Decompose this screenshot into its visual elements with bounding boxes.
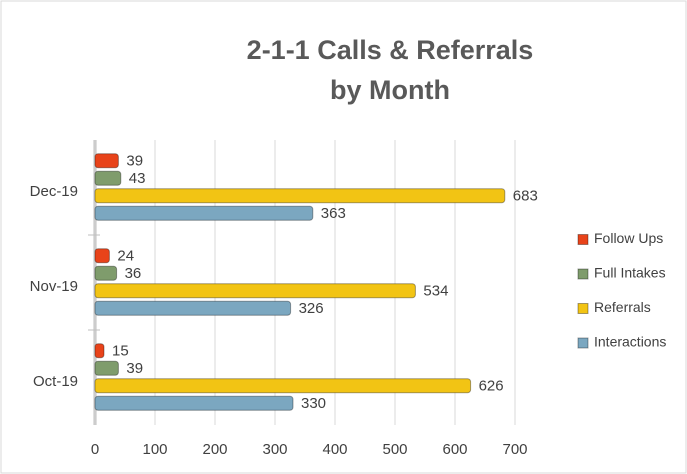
x-tick-label: 700	[502, 441, 527, 458]
value-label: 43	[129, 170, 146, 187]
legend-label: Interactions	[594, 334, 666, 350]
bar	[94, 300, 292, 316]
x-tick-label: 600	[442, 441, 467, 458]
bar	[94, 188, 506, 204]
x-tick-label: 400	[322, 441, 347, 458]
value-label: 39	[126, 153, 143, 170]
bar	[94, 378, 472, 394]
x-tick-label: 500	[382, 441, 407, 458]
x-tick-label: 200	[202, 441, 227, 458]
value-label: 363	[321, 205, 346, 222]
bar	[94, 360, 119, 376]
bar	[94, 153, 119, 169]
value-label: 626	[479, 378, 504, 395]
bar	[94, 170, 122, 186]
y-tick-label: Oct-19	[33, 373, 78, 390]
x-tick-label: 100	[142, 441, 167, 458]
bar	[94, 395, 294, 411]
bar	[94, 283, 416, 299]
bar	[94, 205, 314, 221]
value-label: 15	[112, 343, 129, 360]
value-label: 330	[301, 395, 326, 412]
legend-label: Referrals	[594, 299, 651, 315]
legend-swatch	[577, 234, 589, 245]
value-label: 24	[117, 248, 134, 265]
legend-swatch	[577, 337, 589, 349]
value-label: 534	[423, 283, 448, 300]
bar	[94, 265, 118, 281]
legend-swatch	[577, 268, 589, 280]
value-label: 326	[299, 300, 324, 317]
legend-label: Follow Ups	[594, 230, 663, 246]
value-label: 683	[513, 188, 538, 205]
legend-swatch	[577, 303, 589, 314]
x-tick-label: 0	[91, 441, 99, 458]
value-label: 36	[125, 265, 142, 282]
bar	[94, 248, 110, 264]
x-tick-label: 300	[262, 441, 287, 458]
legend-label: Full Intakes	[594, 265, 666, 281]
value-label: 39	[126, 360, 143, 377]
bar	[94, 343, 105, 359]
chart-title: 2-1-1 Calls & Referrals by Month	[246, 35, 534, 105]
y-tick-label: Dec-19	[30, 183, 78, 200]
y-tick-label: Nov-19	[30, 278, 78, 295]
